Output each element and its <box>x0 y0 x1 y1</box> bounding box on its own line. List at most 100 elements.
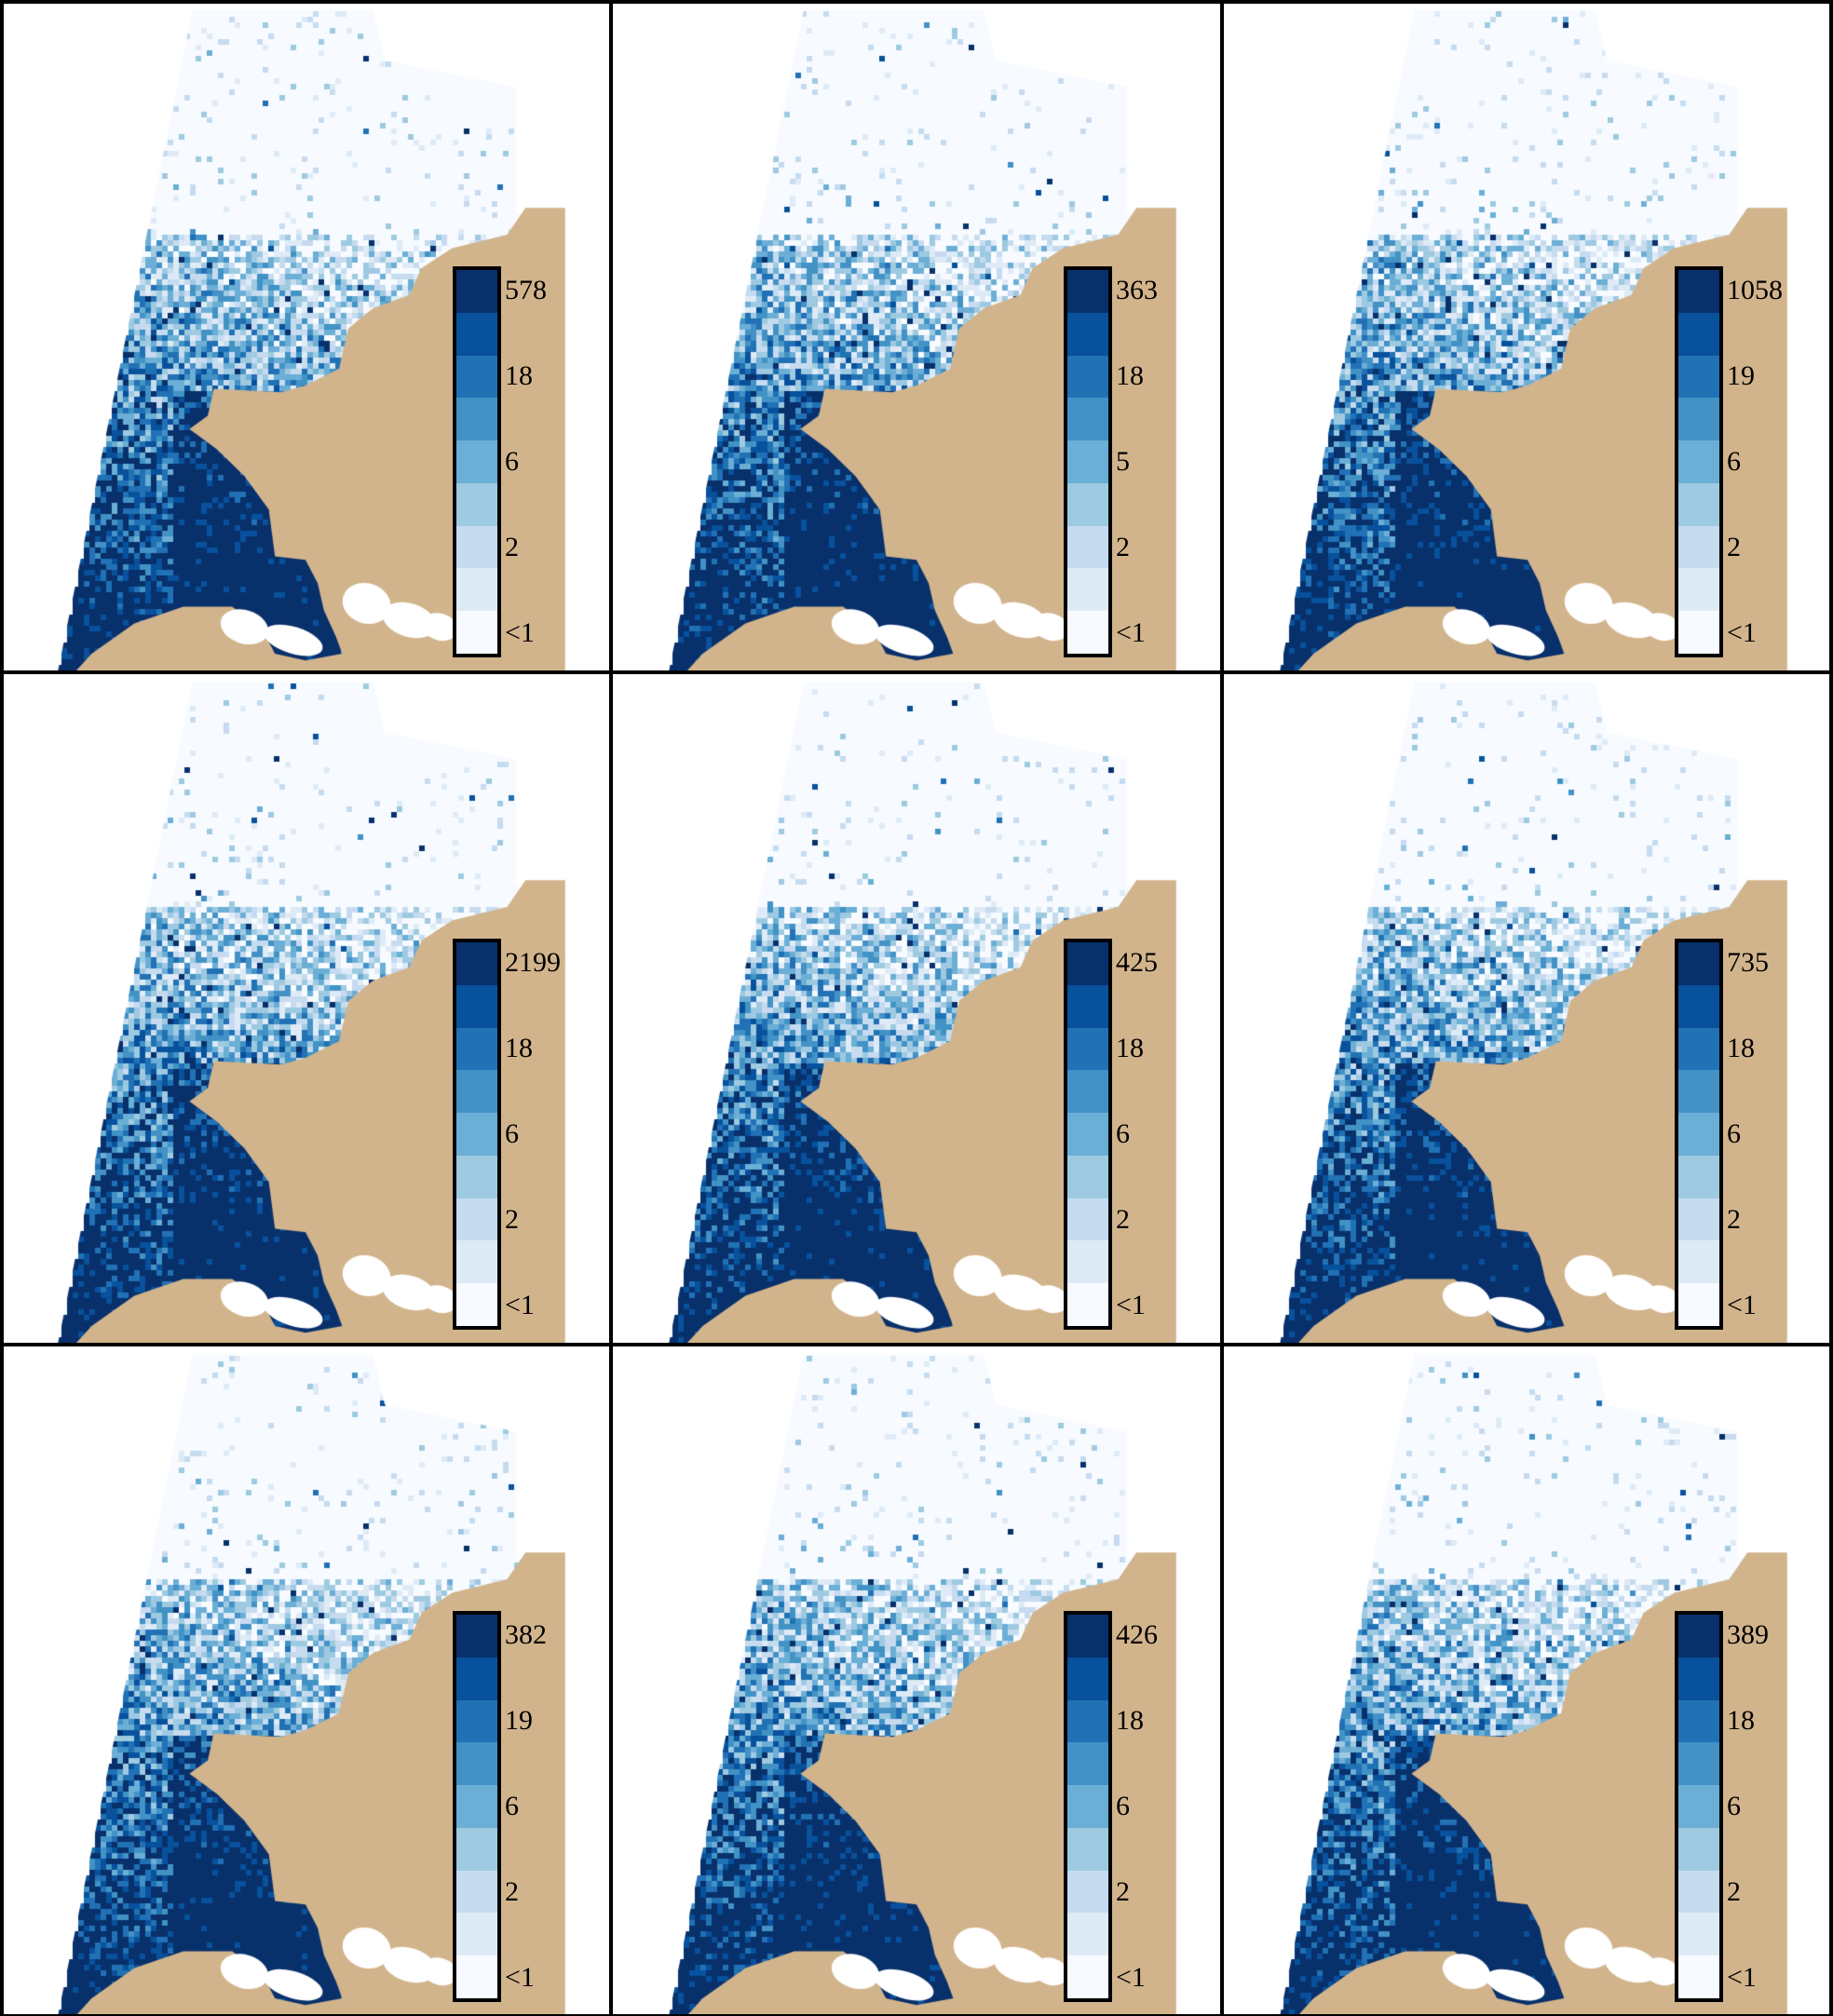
legend-label: 425 <box>1116 947 1158 978</box>
legend-bin <box>1067 611 1108 655</box>
legend-bin <box>1067 1827 1108 1871</box>
legend-label: <1 <box>505 1962 535 1993</box>
legend-colorbar <box>1675 266 1723 657</box>
density-map <box>0 672 611 1343</box>
legend-label: 2 <box>1727 1204 1741 1235</box>
legend-bin <box>1678 1785 1719 1829</box>
panel-6: 735 18 6 2 <1 <box>1222 672 1833 1343</box>
panel-5: 425 18 6 2 <1 <box>611 672 1222 1343</box>
legend-bin <box>456 1615 497 1657</box>
legend-bin <box>1067 1699 1108 1743</box>
legend-label: 2 <box>505 1204 519 1235</box>
panel-divider <box>0 2014 1833 2016</box>
legend-label: 2 <box>505 1876 519 1907</box>
legend-label: <1 <box>505 1290 535 1320</box>
legend-bin <box>1678 568 1719 612</box>
legend-bin <box>456 1955 497 1999</box>
legend-bin <box>1067 1070 1108 1114</box>
legend-label: 18 <box>505 1033 533 1063</box>
legend-bin <box>456 1913 497 1956</box>
legend-bin <box>1067 525 1108 569</box>
legend-bin <box>1067 1785 1108 1829</box>
legend-bin <box>1678 1240 1719 1284</box>
legend-label: 2199 <box>505 947 561 978</box>
legend-bin <box>456 1240 497 1284</box>
legend-bin <box>1067 1283 1108 1327</box>
legend-bin <box>1067 568 1108 612</box>
legend-label: <1 <box>1727 1290 1757 1320</box>
legend-bin <box>456 1785 497 1829</box>
legend-bin <box>1678 1197 1719 1241</box>
legend-bin <box>1067 1240 1108 1284</box>
legend-label: 2 <box>1727 532 1741 562</box>
legend-bin <box>456 611 497 655</box>
legend-label: <1 <box>1116 1962 1146 1993</box>
legend-colorbar <box>453 266 501 657</box>
density-map <box>1222 0 1833 670</box>
panel-3: 1058 19 6 2 <1 <box>1222 0 1833 670</box>
legend-bin <box>1678 1913 1719 1956</box>
legend-colorbar <box>453 1611 501 2002</box>
legend-colorbar <box>1064 939 1112 1330</box>
legend-bin <box>1067 1657 1108 1700</box>
legend-bin <box>1678 398 1719 441</box>
legend-bin <box>1678 1870 1719 1914</box>
legend-bin <box>1067 1113 1108 1157</box>
legend-label: 2 <box>1116 1876 1130 1907</box>
legend-label: 2 <box>1727 1876 1741 1907</box>
panel-4: 2199 18 6 2 <1 <box>0 672 611 1343</box>
panel-divider <box>609 0 613 2016</box>
legend-bin <box>456 270 497 313</box>
density-map <box>611 672 1222 1343</box>
legend-bin <box>456 398 497 441</box>
legend-label: 6 <box>505 1118 519 1149</box>
legend-bin <box>456 984 497 1028</box>
density-map <box>1222 1345 1833 2015</box>
legend-bin <box>456 1657 497 1700</box>
legend-label: 5 <box>1116 446 1130 477</box>
legend-bin <box>456 482 497 526</box>
legend-bin <box>456 568 497 612</box>
legend-bin <box>1678 1827 1719 1871</box>
legend-bin <box>456 1113 497 1157</box>
legend-bin <box>1678 1699 1719 1743</box>
legend-bin <box>1067 1155 1108 1198</box>
legend-bin <box>456 1283 497 1327</box>
panel-2: 363 18 5 2 <1 <box>611 0 1222 670</box>
legend-bin <box>1678 1742 1719 1786</box>
legend-bin <box>1678 440 1719 484</box>
legend-colorbar <box>1064 1611 1112 2002</box>
legend-label: 18 <box>1727 1033 1755 1063</box>
legend-label: 6 <box>1116 1118 1130 1149</box>
legend-bin <box>456 1197 497 1241</box>
legend-bin <box>1678 1283 1719 1327</box>
density-map <box>611 0 1222 670</box>
legend-bin <box>1678 355 1719 399</box>
legend-bin <box>1067 355 1108 399</box>
legend-bin <box>1067 1027 1108 1071</box>
density-map <box>0 0 611 670</box>
panel-divider <box>1220 0 1224 2016</box>
legend-bin <box>1678 1657 1719 1700</box>
legend-colorbar <box>453 939 501 1330</box>
legend-bin <box>1678 1615 1719 1657</box>
density-map <box>611 1345 1222 2015</box>
legend-label: 363 <box>1116 275 1158 305</box>
legend-bin <box>1678 525 1719 569</box>
legend-bin <box>1678 611 1719 655</box>
density-map <box>0 1345 611 2015</box>
legend-bin <box>1067 440 1108 484</box>
legend-label: 426 <box>1116 1619 1158 1650</box>
legend-bin <box>1067 1870 1108 1914</box>
legend-bin <box>456 1699 497 1743</box>
legend-bin <box>456 1870 497 1914</box>
legend-bin <box>456 1827 497 1871</box>
legend-label: 6 <box>1727 446 1741 477</box>
legend-bin <box>456 1070 497 1114</box>
legend-bin <box>1067 1615 1108 1657</box>
legend-label: 19 <box>1727 360 1755 391</box>
panel-divider <box>0 670 1833 674</box>
legend-bin <box>1067 984 1108 1028</box>
legend-colorbar <box>1675 1611 1723 2002</box>
